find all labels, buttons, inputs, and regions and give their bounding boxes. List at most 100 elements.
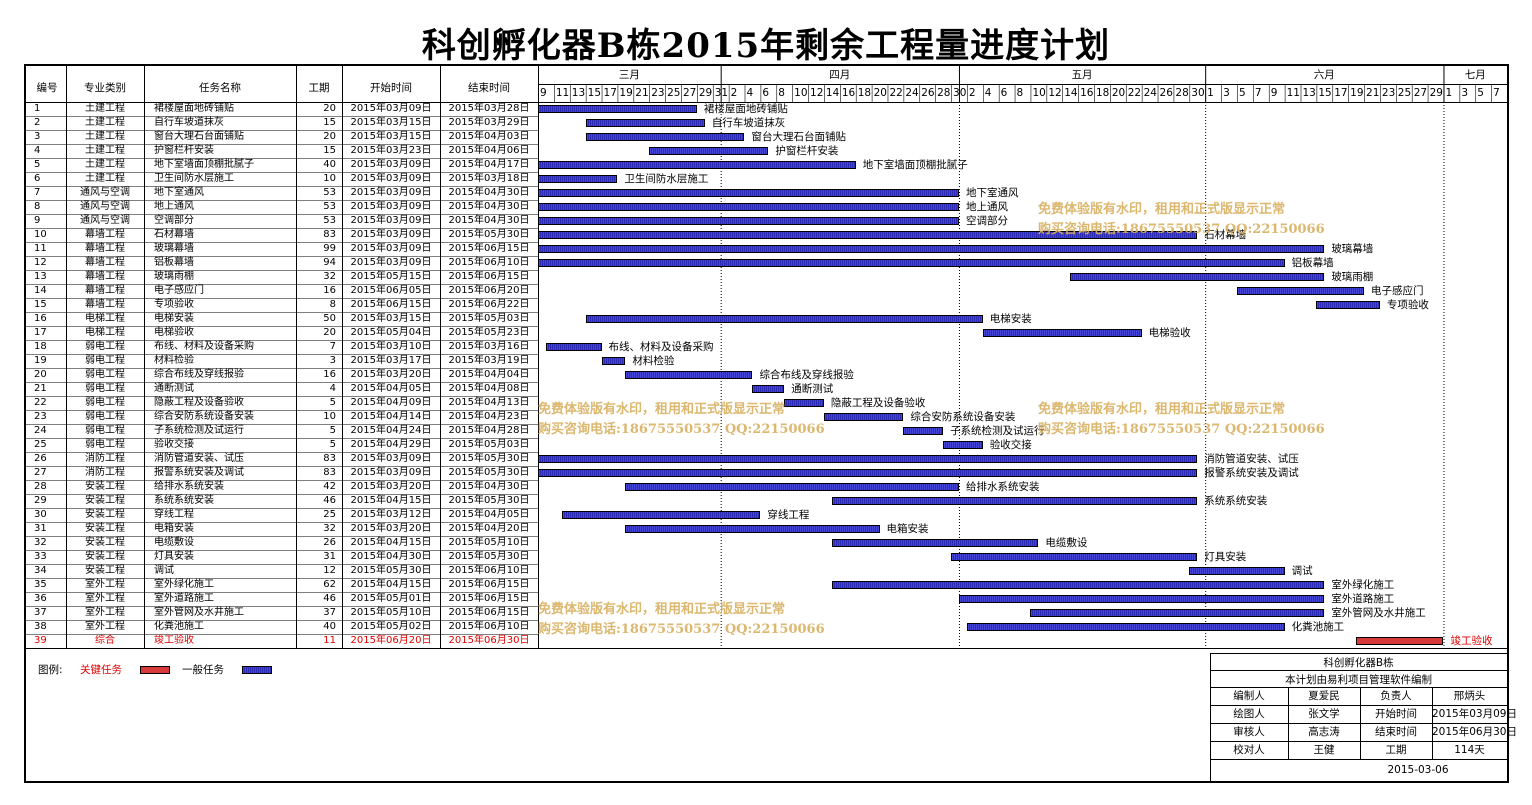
task-bar <box>649 147 769 155</box>
task-end-cell: 2015年06月10日 <box>448 257 530 268</box>
task-name-cell: 子系统检测及试运行 <box>154 425 244 436</box>
task-name-cell: 护窗栏杆安装 <box>154 145 214 156</box>
task-name-cell: 卫生间防水层施工 <box>154 173 234 184</box>
task-name-cell: 地下室通风 <box>154 187 204 198</box>
task-duration-cell: 40 <box>323 159 336 170</box>
task-start-cell: 2015年06月05日 <box>350 285 432 296</box>
header-task-name: 任务名称 <box>199 82 241 94</box>
task-end-cell: 2015年06月22日 <box>448 299 530 310</box>
task-no-cell: 18 <box>34 341 47 352</box>
info-note: 本计划由易利项目管理软件编制 <box>1285 674 1432 686</box>
watermark-line1: 免费体验版有水印，租用和正式版显示正常 <box>538 602 786 617</box>
info-cell: 114天 <box>1454 744 1485 756</box>
task-no-cell: 31 <box>34 523 47 534</box>
task-name-cell: 通断测试 <box>154 383 194 394</box>
task-no-cell: 4 <box>34 145 41 156</box>
watermark: 免费体验版有水印，租用和正式版显示正常 购买咨询电话:18675550537 Q… <box>538 400 825 440</box>
task-bar-label: 室外道路施工 <box>1331 593 1395 605</box>
task-bar-label: 综合布线及穿线报验 <box>759 369 854 381</box>
task-end-cell: 2015年04月20日 <box>448 523 530 534</box>
task-bar <box>538 245 1325 253</box>
header-start: 开始时间 <box>370 82 412 94</box>
task-end-cell: 2015年06月15日 <box>448 271 530 282</box>
day-tick-label: 18 <box>857 87 872 99</box>
task-name-cell: 隐蔽工程及设备验收 <box>154 397 244 408</box>
info-cell: 张文学 <box>1308 708 1340 720</box>
task-bar-label: 材料检验 <box>632 355 675 367</box>
day-tick-label: 16 <box>1080 87 1094 99</box>
task-name-cell: 电缆敷设 <box>154 537 194 548</box>
header-duration: 工期 <box>308 82 330 94</box>
task-bar <box>831 539 1039 547</box>
day-tick-label: 4 <box>746 87 754 99</box>
day-tick-label: 18 <box>1095 87 1110 99</box>
task-duration-cell: 7 <box>329 341 336 352</box>
task-start-cell: 2015年03月09日 <box>350 215 432 226</box>
watermark-line1: 免费体验版有水印，租用和正式版显示正常 <box>1038 202 1286 217</box>
task-bar <box>1030 609 1325 617</box>
task-end-cell: 2015年04月03日 <box>448 131 530 142</box>
task-bar <box>545 343 602 351</box>
task-bar <box>831 581 1325 589</box>
month-label: 四月 <box>829 69 851 81</box>
task-end-cell: 2015年04月30日 <box>448 201 530 212</box>
task-category-cell: 安装工程 <box>85 551 125 562</box>
task-no-cell: 5 <box>34 159 41 170</box>
task-no-cell: 30 <box>34 509 47 520</box>
day-tick-label: 8 <box>778 87 785 99</box>
info-project: 科创孵化器B栋 <box>1323 657 1394 669</box>
task-end-cell: 2015年05月30日 <box>448 551 530 562</box>
task-duration-cell: 46 <box>323 495 336 506</box>
task-bar-label: 调试 <box>1291 565 1313 577</box>
task-end-cell: 2015年05月03日 <box>448 439 530 450</box>
task-start-cell: 2015年03月12日 <box>350 509 432 520</box>
task-start-cell: 2015年03月23日 <box>350 145 432 156</box>
task-no-cell: 29 <box>34 495 47 506</box>
task-end-cell: 2015年04月30日 <box>448 187 530 198</box>
task-bar <box>538 105 697 113</box>
task-end-cell: 2015年03月29日 <box>448 117 530 128</box>
day-tick-label: 2 <box>968 87 976 99</box>
task-start-cell: 2015年03月15日 <box>350 313 432 324</box>
task-start-cell: 2015年03月09日 <box>350 173 432 184</box>
info-cell: 2015年03月09日 <box>1432 708 1517 720</box>
month-label: 五月 <box>1071 69 1093 81</box>
task-bar-label: 电子感应门 <box>1371 285 1424 297</box>
task-duration-cell: 26 <box>323 537 336 548</box>
task-start-cell: 2015年03月15日 <box>350 131 432 142</box>
task-start-cell: 2015年04月14日 <box>350 411 432 422</box>
day-tick-label: 27 <box>682 87 697 99</box>
task-bar-label: 自行车坡道抹灰 <box>711 117 786 129</box>
task-bar <box>585 119 705 127</box>
task-no-cell: 12 <box>34 257 47 268</box>
task-duration-cell: 62 <box>323 579 336 590</box>
task-start-cell: 2015年05月15日 <box>350 271 432 282</box>
task-start-cell: 2015年04月29日 <box>350 439 432 450</box>
day-tick-label: 22 <box>889 87 903 99</box>
task-duration-cell: 83 <box>323 229 336 240</box>
task-start-cell: 2015年04月15日 <box>350 537 432 548</box>
task-bar <box>982 329 1142 337</box>
task-bar-label: 系统系统安装 <box>1204 495 1268 507</box>
day-tick-label: 14 <box>1064 87 1078 99</box>
task-duration-cell: 16 <box>323 369 336 380</box>
day-tick-label: 29 <box>698 87 713 99</box>
task-duration-cell: 83 <box>323 467 336 478</box>
day-tick-label: 14 <box>825 87 840 99</box>
task-category-cell: 幕墙工程 <box>85 257 125 268</box>
task-bar <box>951 553 1198 561</box>
task-no-cell: 33 <box>34 551 47 562</box>
task-bar-label: 电箱安装 <box>886 523 929 535</box>
task-no-cell: 13 <box>34 271 47 282</box>
task-end-cell: 2015年04月28日 <box>448 425 530 436</box>
task-duration-cell: 20 <box>323 103 336 114</box>
task-start-cell: 2015年03月09日 <box>350 229 432 240</box>
task-start-cell: 2015年04月30日 <box>350 551 432 562</box>
day-tick-label: 5 <box>1238 87 1246 99</box>
task-name-cell: 验收交接 <box>154 439 194 450</box>
task-bar-label: 通断测试 <box>791 383 834 395</box>
task-name-cell: 电梯安装 <box>154 313 194 324</box>
info-cell: 审核人 <box>1233 726 1265 738</box>
task-start-cell: 2015年03月09日 <box>350 257 432 268</box>
info-cell: 2015年06月30日 <box>1432 726 1517 738</box>
